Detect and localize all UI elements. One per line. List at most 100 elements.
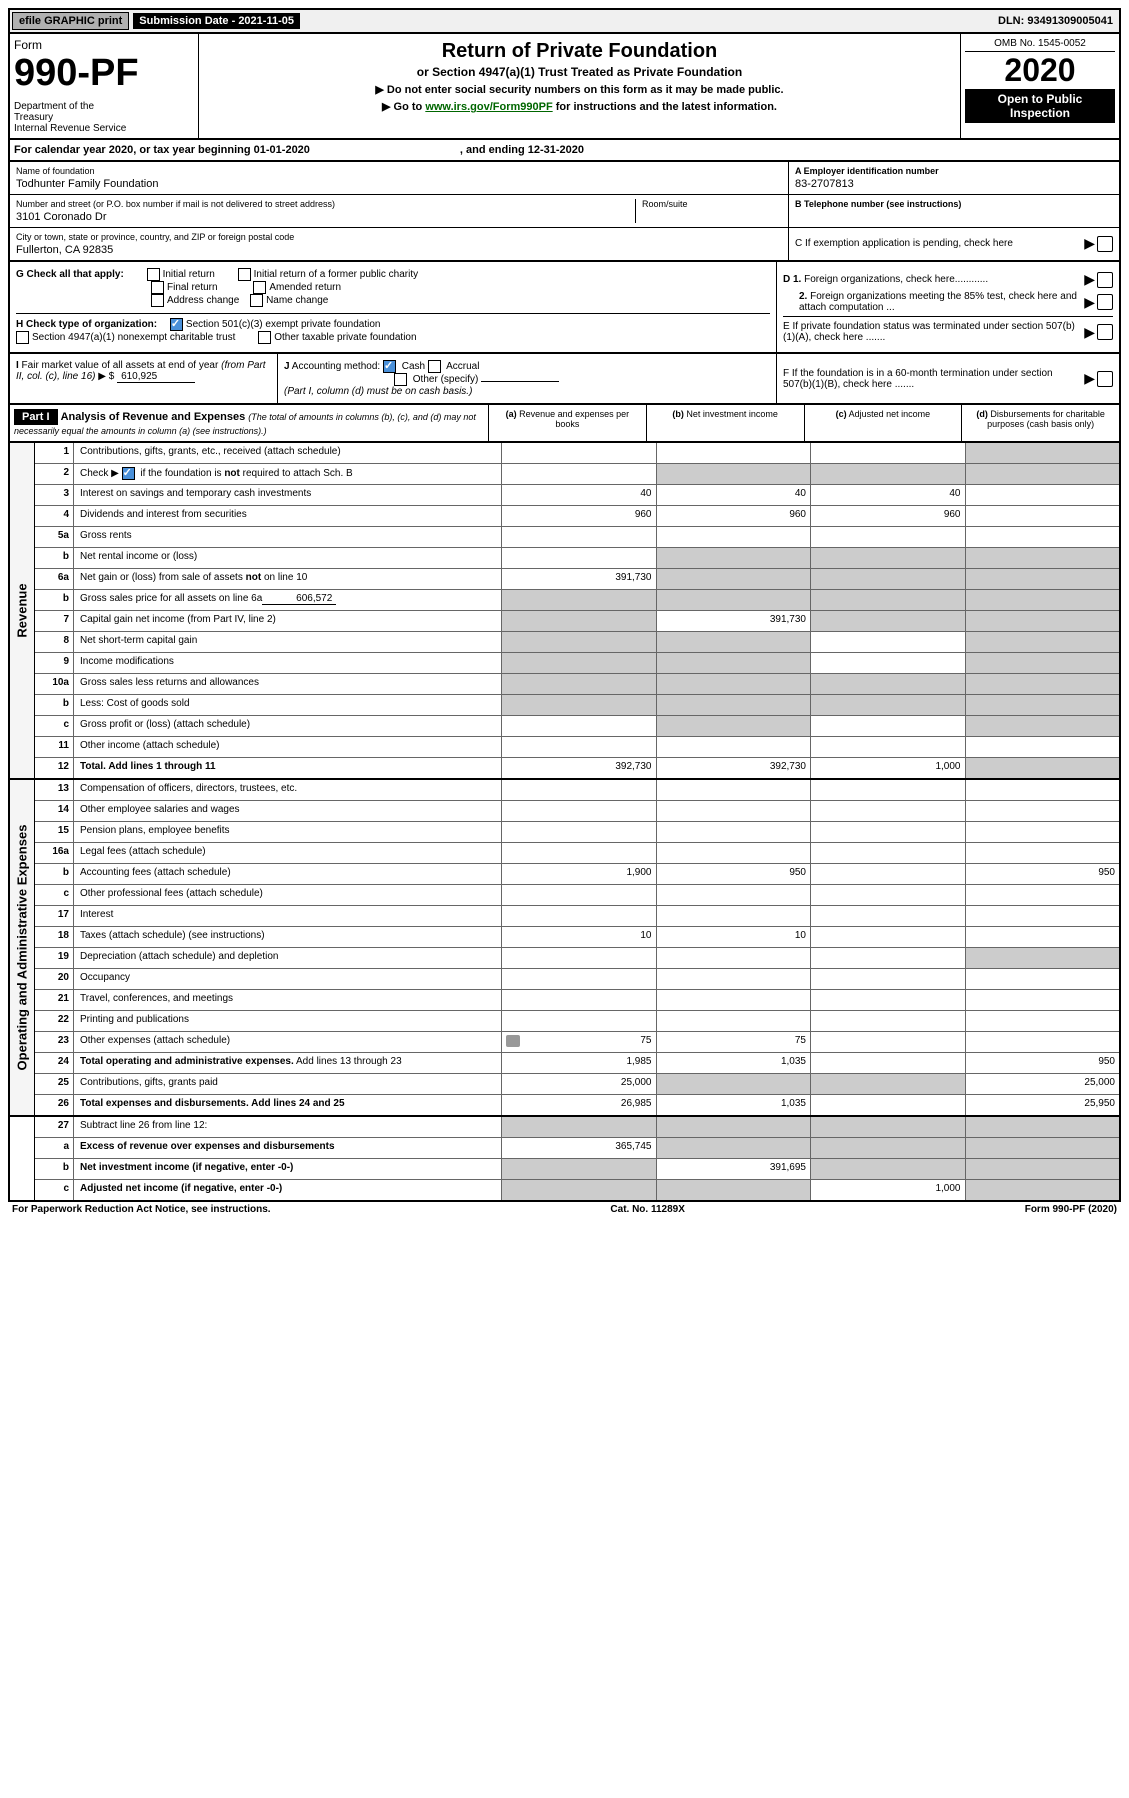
year-block: OMB No. 1545-0052 2020 Open to Public In… — [960, 34, 1119, 138]
checkbox-former[interactable] — [238, 268, 251, 281]
form-title-block: Return of Private Foundation or Section … — [199, 34, 960, 138]
line-a: aExcess of revenue over expenses and dis… — [35, 1138, 1119, 1159]
j-section: J Accounting method: Cash Accrual Other … — [278, 354, 777, 403]
exemption-pending-cell: C If exemption application is pending, c… — [789, 231, 1119, 256]
form-note-2: ▶ Go to www.irs.gov/Form990PF for instru… — [205, 100, 954, 113]
line-c: cAdjusted net income (if negative, enter… — [35, 1180, 1119, 1200]
checkbox-name[interactable] — [250, 294, 263, 307]
form-number: 990-PF — [14, 52, 194, 95]
checkbox-d2[interactable] — [1097, 294, 1113, 310]
foundation-name-cell: Name of foundation Todhunter Family Foun… — [10, 162, 788, 195]
line-15: 15Pension plans, employee benefits — [35, 822, 1119, 843]
efile-badge[interactable]: efile GRAPHIC print — [12, 12, 129, 30]
form-id-block: Form 990-PF Department of theTreasuryInt… — [10, 34, 199, 138]
form-title: Return of Private Foundation — [205, 40, 954, 63]
checkbox-d1[interactable] — [1097, 272, 1113, 288]
checkbox-4947[interactable] — [16, 331, 29, 344]
line-21: 21Travel, conferences, and meetings — [35, 990, 1119, 1011]
line-16a: 16aLegal fees (attach schedule) — [35, 843, 1119, 864]
line-1: 1Contributions, gifts, grants, etc., rec… — [35, 443, 1119, 464]
check-sections-gh: G Check all that apply: Initial return I… — [8, 262, 1121, 354]
line-23: 23Other expenses (attach schedule)7575 — [35, 1032, 1119, 1053]
line-11: 11Other income (attach schedule) — [35, 737, 1119, 758]
h-section: H Check type of organization: Section 50… — [16, 313, 770, 344]
submission-date: Submission Date - 2021-11-05 — [133, 13, 300, 29]
line-22: 22Printing and publications — [35, 1011, 1119, 1032]
checkbox-c[interactable] — [1097, 236, 1113, 252]
ij-section: I Fair market value of all assets at end… — [8, 354, 1121, 405]
checkbox-cash[interactable] — [383, 360, 396, 373]
line-10a: 10aGross sales less returns and allowanc… — [35, 674, 1119, 695]
line-3: 3Interest on savings and temporary cash … — [35, 485, 1119, 506]
line-9: 9Income modifications — [35, 653, 1119, 674]
checkbox-accrual[interactable] — [428, 360, 441, 373]
dln-number: DLN: 93491309005041 — [998, 15, 1117, 27]
line-26: 26Total expenses and disbursements. Add … — [35, 1095, 1119, 1115]
ein-cell: A Employer identification number 83-2707… — [789, 162, 1119, 195]
checkbox-address[interactable] — [151, 294, 164, 307]
line-b: bGross sales price for all assets on lin… — [35, 590, 1119, 611]
col-b-header: (b) Net investment income — [647, 405, 805, 441]
line-19: 19Depreciation (attach schedule) and dep… — [35, 948, 1119, 969]
part1-header: Part I Analysis of Revenue and Expenses … — [8, 405, 1121, 443]
checkbox-amended[interactable] — [253, 281, 266, 294]
form-header: Form 990-PF Department of theTreasuryInt… — [8, 34, 1121, 140]
footer-left: For Paperwork Reduction Act Notice, see … — [12, 1204, 271, 1215]
col-c-header: (c) Adjusted net income — [805, 405, 963, 441]
form-note-1: ▶ Do not enter social security numbers o… — [205, 83, 954, 96]
part-label: Part I — [14, 409, 58, 425]
line-b: bAccounting fees (attach schedule)1,9009… — [35, 864, 1119, 885]
expenses-side-label: Operating and Administrative Expenses — [10, 780, 35, 1115]
line-4: 4Dividends and interest from securities9… — [35, 506, 1119, 527]
form-subtitle: or Section 4947(a)(1) Trust Treated as P… — [205, 65, 954, 79]
line-6a: 6aNet gain or (loss) from sale of assets… — [35, 569, 1119, 590]
form-link[interactable]: www.irs.gov/Form990PF — [425, 101, 552, 113]
line-13: 13Compensation of officers, directors, t… — [35, 780, 1119, 801]
form-label: Form — [14, 38, 194, 52]
open-public-badge: Open to Public Inspection — [965, 89, 1115, 123]
checkbox-initial[interactable] — [147, 268, 160, 281]
dept-label: Department of theTreasuryInternal Revenu… — [14, 101, 194, 134]
line-25: 25Contributions, gifts, grants paid25,00… — [35, 1074, 1119, 1095]
col-a-header: (a) Revenue and expenses per books — [489, 405, 647, 441]
top-bar: efile GRAPHIC print Submission Date - 20… — [8, 8, 1121, 34]
line-c: cOther professional fees (attach schedul… — [35, 885, 1119, 906]
checkbox-501c3[interactable] — [170, 318, 183, 331]
line-17: 17Interest — [35, 906, 1119, 927]
e-line: E If private foundation status was termi… — [783, 316, 1113, 343]
line-7: 7Capital gain net income (from Part IV, … — [35, 611, 1119, 632]
attachment-icon[interactable] — [506, 1035, 520, 1047]
checkbox-other-acct[interactable] — [394, 373, 407, 386]
revenue-side-label: Revenue — [10, 443, 35, 778]
line-b: bNet rental income or (loss) — [35, 548, 1119, 569]
footer-mid: Cat. No. 11289X — [610, 1204, 684, 1215]
d1-line: D 1. Foreign organizations, check here..… — [783, 271, 1113, 288]
foundation-info: Name of foundation Todhunter Family Foun… — [8, 162, 1121, 262]
line-2: 2Check ▶ if the foundation is not requir… — [35, 464, 1119, 485]
city-cell: City or town, state or province, country… — [10, 228, 788, 260]
line-20: 20Occupancy — [35, 969, 1119, 990]
checkbox-f[interactable] — [1097, 371, 1113, 387]
i-section: I Fair market value of all assets at end… — [10, 354, 278, 403]
line-18: 18Taxes (attach schedule) (see instructi… — [35, 927, 1119, 948]
checkbox-e[interactable] — [1097, 324, 1113, 340]
omb-number: OMB No. 1545-0052 — [965, 38, 1115, 52]
line-14: 14Other employee salaries and wages — [35, 801, 1119, 822]
checkbox-other-taxable[interactable] — [258, 331, 271, 344]
footer: For Paperwork Reduction Act Notice, see … — [8, 1202, 1121, 1217]
line-27: 27Subtract line 26 from line 12: — [35, 1117, 1119, 1138]
expenses-table: Operating and Administrative Expenses 13… — [8, 780, 1121, 1117]
line-24: 24Total operating and administrative exp… — [35, 1053, 1119, 1074]
street-cell: Number and street (or P.O. box number if… — [10, 195, 788, 228]
calendar-year-row: For calendar year 2020, or tax year begi… — [8, 140, 1121, 162]
line-c: cGross profit or (loss) (attach schedule… — [35, 716, 1119, 737]
checkbox-final[interactable] — [151, 281, 164, 294]
footer-right: Form 990-PF (2020) — [1025, 1204, 1117, 1215]
g-section: G Check all that apply: Initial return I… — [16, 268, 770, 307]
tax-year: 2020 — [965, 52, 1115, 89]
revenue-table: Revenue 1Contributions, gifts, grants, e… — [8, 443, 1121, 780]
line-12: 12Total. Add lines 1 through 11392,73039… — [35, 758, 1119, 778]
f-section: F If the foundation is in a 60-month ter… — [777, 357, 1119, 400]
summary-table: 27Subtract line 26 from line 12:aExcess … — [8, 1117, 1121, 1202]
line-5a: 5aGross rents — [35, 527, 1119, 548]
